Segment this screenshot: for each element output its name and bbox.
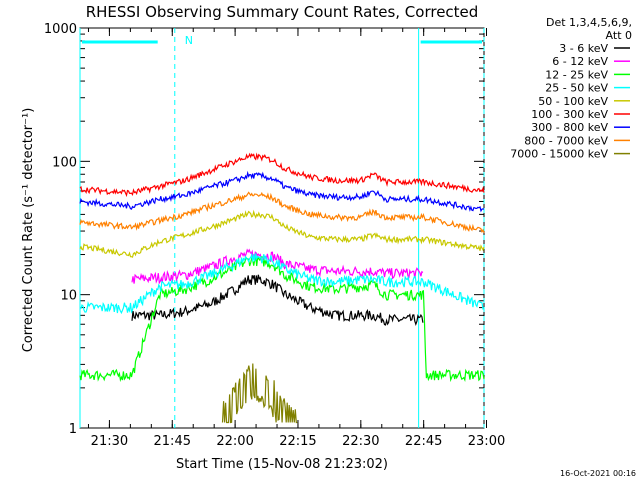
legend-label-0: 3 - 6 keV xyxy=(559,42,608,55)
annotation-n: N xyxy=(185,34,193,47)
y-axis-title: Corrected Count Rate (s⁻¹ detector⁻¹) xyxy=(21,108,36,353)
y-tick-label-1: 10 xyxy=(60,289,77,304)
plot-frame xyxy=(79,27,485,429)
legend-label-4: 50 - 100 keV xyxy=(538,95,608,108)
y-tick-label-3: 1000 xyxy=(44,22,77,37)
x-tick-label-1: 21:45 xyxy=(154,434,191,449)
series-line-7 xyxy=(79,191,485,234)
legend-label-1: 6 - 12 keV xyxy=(552,55,608,68)
legend-label-3: 25 - 50 keV xyxy=(545,82,608,95)
annotations: N xyxy=(79,28,485,428)
series-line-2 xyxy=(79,255,485,383)
x-tick-label-4: 22:30 xyxy=(342,434,379,449)
series-line-1 xyxy=(131,248,424,285)
legend-label-8: 7000 - 15000 keV xyxy=(510,148,608,161)
timestamp: 16-Oct-2021 00:16 xyxy=(560,469,636,478)
legend-header-line1: Det 1,3,4,5,6,9, xyxy=(546,16,632,29)
series-line-6 xyxy=(79,170,485,213)
chart-title: RHESSI Observing Summary Count Rates, Co… xyxy=(86,3,479,21)
series-line-4 xyxy=(79,209,485,258)
series-line-8 xyxy=(221,363,298,424)
y-axis-ticks: 1 10 100 1000 xyxy=(44,22,484,437)
x-axis-title: Start Time (15-Nov-08 21:23:02) xyxy=(176,457,388,472)
x-tick-label-0: 21:30 xyxy=(91,434,128,449)
x-tick-label-6: 23:00 xyxy=(468,434,505,449)
x-tick-label-3: 22:15 xyxy=(279,434,316,449)
x-tick-label-2: 22:00 xyxy=(216,434,253,449)
legend-label-2: 12 - 25 keV xyxy=(545,68,608,81)
series-line-5 xyxy=(79,152,485,198)
legend-header-line2: Att 0 xyxy=(606,29,632,42)
x-tick-label-5: 22:45 xyxy=(405,434,442,449)
y-tick-label-2: 100 xyxy=(52,155,77,170)
legend-label-6: 300 - 800 keV xyxy=(531,121,608,134)
x-axis-ticks: 21:30 21:45 22:00 22:15 22:30 22:45 23:00 xyxy=(87,28,505,449)
legend-label-5: 100 - 300 keV xyxy=(531,108,608,121)
y-tick-label-0: 1 xyxy=(69,422,77,437)
series-lines xyxy=(79,152,485,424)
series-line-0 xyxy=(131,274,424,327)
legend-label-7: 800 - 7000 keV xyxy=(524,134,608,147)
series-line-3 xyxy=(79,252,485,315)
